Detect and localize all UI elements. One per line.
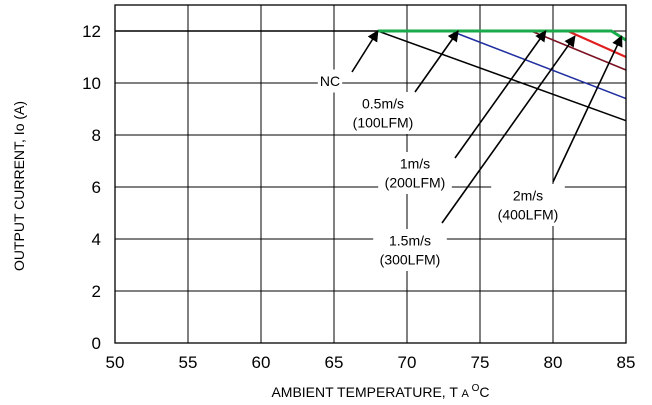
x-axis-title: AMBIENT TEMPERATURE, T A OC <box>271 383 489 400</box>
annotation-label: (200LFM) <box>385 175 446 191</box>
y-tick-label: 0 <box>92 334 101 353</box>
annotation-label: 1m/s <box>400 156 430 172</box>
annotation-arrow <box>552 35 623 183</box>
series-line <box>567 29 627 59</box>
x-tick-label: 85 <box>617 353 636 372</box>
annotation-label: 2m/s <box>513 188 543 204</box>
x-tick-label: 75 <box>471 353 490 372</box>
y-tick-label: 10 <box>82 74 101 93</box>
annotation-arrow <box>441 35 576 224</box>
y-tick-label: 8 <box>92 126 101 145</box>
x-tick-label: 80 <box>544 353 563 372</box>
annotation-arrow <box>414 30 459 93</box>
annotation-label: (300LFM) <box>380 252 441 268</box>
series-line <box>530 30 627 71</box>
annotation-box <box>491 184 565 226</box>
x-tick-label: 50 <box>106 353 125 372</box>
annotation-box <box>373 229 447 271</box>
annotation-box <box>346 92 420 134</box>
annotation-label: (100LFM) <box>353 115 414 131</box>
x-tick-label: 70 <box>398 353 417 372</box>
y-tick-label: 12 <box>82 22 101 41</box>
annotations: NC 0.5m/s (100LFM) 1m/s (200LFM) 1.5m/s (300LF… <box>317 30 623 271</box>
y-tick-label: 4 <box>92 230 101 249</box>
annotation-label: (400LFM) <box>498 207 559 223</box>
plot-frame <box>114 4 627 344</box>
annotation-label: 0.5m/s <box>362 96 404 112</box>
series-line <box>377 29 627 42</box>
y-tick-label: 6 <box>92 178 101 197</box>
annotation-box <box>378 152 452 194</box>
tick-labels: 50 55 60 65 70 75 80 85 0 2 4 6 8 10 12 <box>82 22 635 372</box>
y-tick-label: 2 <box>92 282 101 301</box>
y-axis-title: OUTPUT CURRENT, Io (A) <box>11 101 27 271</box>
annotation-box <box>317 69 343 93</box>
x-tick-label: 60 <box>252 353 271 372</box>
annotation-label: 1.5m/s <box>389 233 431 249</box>
annotation-arrow <box>454 30 547 159</box>
annotation-arrow <box>351 30 379 73</box>
annotation-label: NC <box>320 73 340 89</box>
grid <box>115 5 626 343</box>
x-tick-label: 55 <box>179 353 198 372</box>
x-tick-label: 65 <box>325 353 344 372</box>
